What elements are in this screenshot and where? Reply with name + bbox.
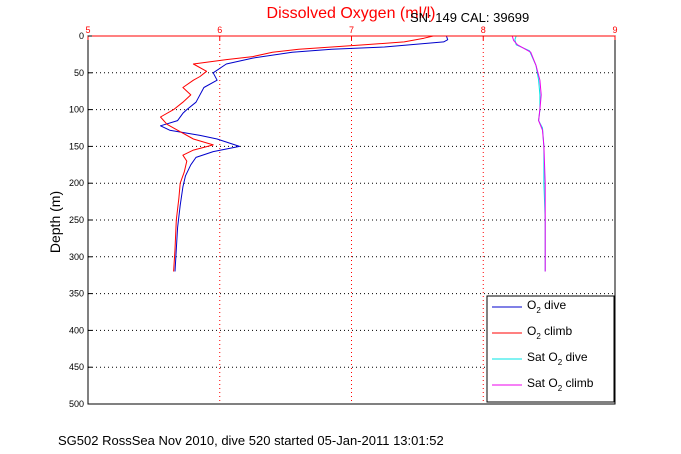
grid [88, 36, 615, 404]
x-tick-label: 9 [612, 25, 617, 35]
y-tick-label: 450 [69, 362, 84, 372]
y-tick-label: 100 [69, 105, 84, 115]
y-tick-label: 50 [74, 68, 84, 78]
y-axis-ticks: 0 50 100 150 200 250 300 350 400 450 500 [69, 31, 92, 409]
legend-label-3: Sat O2 dive [527, 350, 588, 367]
legend-label-1: O2 dive [527, 298, 566, 315]
y-tick-label: 300 [69, 252, 84, 262]
y-tick-label: 250 [69, 215, 84, 225]
legend-items: O2 dive O2 climb Sat O2 dive Sat O2 climb [492, 298, 594, 393]
x-tick-label: 6 [217, 25, 222, 35]
y-tick-label: 500 [69, 399, 84, 409]
legend-box [486, 295, 615, 403]
series-line-4 [511, 35, 546, 272]
y-tick-label: 150 [69, 141, 84, 151]
x-tick-label: 5 [85, 25, 90, 35]
x-axis-ticks: 5 6 7 8 9 [85, 25, 618, 40]
x-tick-label: 7 [349, 25, 354, 35]
y-tick-label: 400 [69, 325, 84, 335]
instrument-label: SN: 149 CAL: 39699 [410, 10, 529, 25]
series-line-1 [160, 35, 449, 272]
x-tick-label: 8 [481, 25, 486, 35]
series-line-2 [160, 35, 434, 272]
y-tick-label: 0 [79, 31, 84, 41]
legend-label-2: O2 climb [527, 324, 572, 341]
chart-title: Dissolved Oxygen (ml/l) [267, 5, 436, 22]
y-tick-label: 350 [69, 289, 84, 299]
series-layer [160, 35, 546, 272]
legend-label-4: Sat O2 climb [527, 376, 594, 393]
y-axis-label: Depth (m) [47, 191, 63, 253]
legend: O2 dive O2 climb Sat O2 dive Sat O2 climb [486, 295, 615, 403]
footer-caption: SG502 RossSea Nov 2010, dive 520 started… [58, 433, 444, 448]
y-tick-label: 200 [69, 178, 84, 188]
